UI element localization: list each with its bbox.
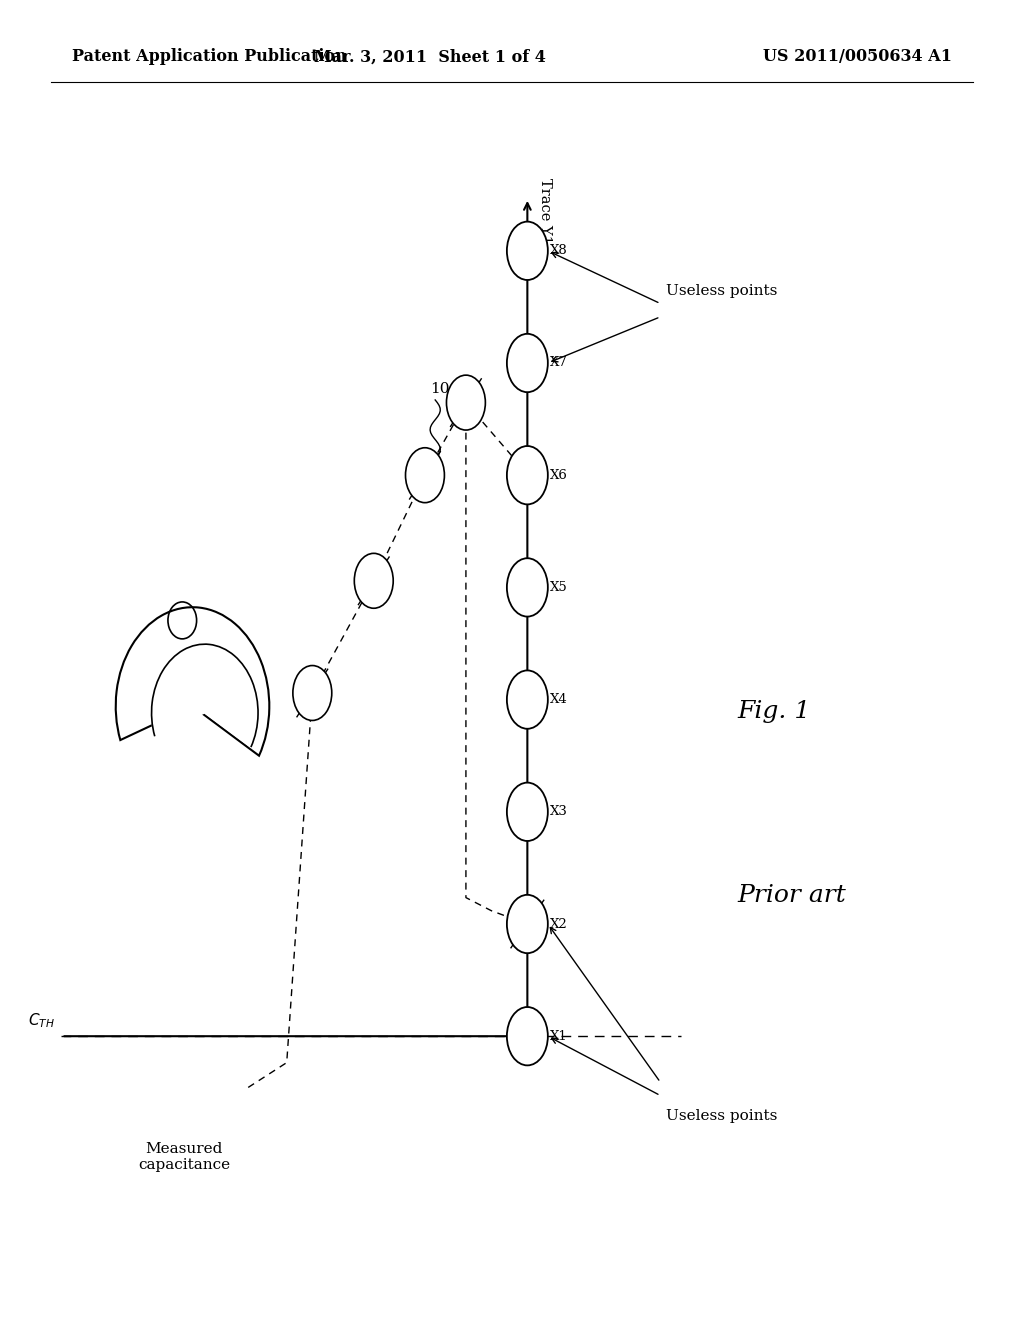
- Wedge shape: [152, 644, 258, 747]
- Text: $C_{TH}$: $C_{TH}$: [29, 1011, 55, 1030]
- Text: Trace Y1: Trace Y1: [538, 178, 552, 244]
- Text: Prior art: Prior art: [737, 884, 846, 907]
- Text: Patent Application Publication: Patent Application Publication: [72, 49, 346, 65]
- Text: X3: X3: [550, 805, 567, 818]
- Text: Useless points: Useless points: [666, 1109, 777, 1123]
- Text: X6: X6: [550, 469, 567, 482]
- Ellipse shape: [354, 553, 393, 609]
- Text: X8: X8: [550, 244, 567, 257]
- Ellipse shape: [507, 1007, 548, 1065]
- Ellipse shape: [293, 665, 332, 721]
- Text: 10: 10: [430, 383, 450, 396]
- Text: X5: X5: [550, 581, 567, 594]
- Ellipse shape: [507, 671, 548, 729]
- Ellipse shape: [507, 783, 548, 841]
- Text: X1: X1: [550, 1030, 567, 1043]
- Text: Useless points: Useless points: [666, 284, 777, 298]
- Text: X4: X4: [550, 693, 567, 706]
- Wedge shape: [116, 607, 269, 755]
- Text: Mar. 3, 2011  Sheet 1 of 4: Mar. 3, 2011 Sheet 1 of 4: [314, 49, 546, 65]
- Text: Fig. 1: Fig. 1: [737, 700, 811, 722]
- Text: US 2011/0050634 A1: US 2011/0050634 A1: [763, 49, 952, 65]
- Text: Measured
capacitance: Measured capacitance: [138, 1142, 230, 1172]
- Ellipse shape: [507, 895, 548, 953]
- Ellipse shape: [507, 446, 548, 504]
- Ellipse shape: [507, 334, 548, 392]
- Ellipse shape: [446, 375, 485, 430]
- Ellipse shape: [507, 222, 548, 280]
- Text: X7: X7: [550, 356, 567, 370]
- Text: X2: X2: [550, 917, 567, 931]
- Ellipse shape: [507, 558, 548, 616]
- Ellipse shape: [406, 447, 444, 503]
